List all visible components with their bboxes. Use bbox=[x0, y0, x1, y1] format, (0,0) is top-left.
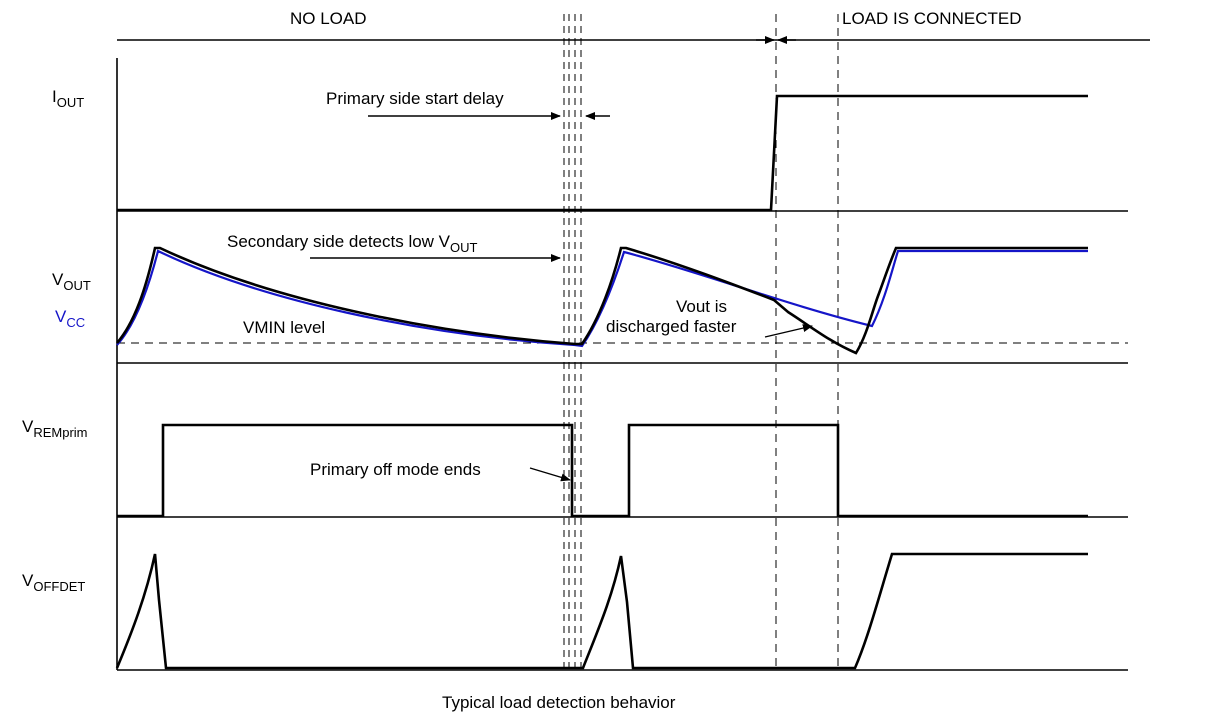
voffdet-lane bbox=[115, 552, 1088, 670]
signal-labels: IOUT VOUT VCC VREMprim VOFFDET bbox=[22, 87, 91, 594]
diagram-caption: Typical load detection behavior bbox=[442, 693, 676, 712]
vout-waveform bbox=[116, 246, 1088, 355]
annotation-discharged-faster: discharged faster bbox=[606, 317, 737, 336]
iout-waveform bbox=[117, 94, 1088, 212]
vremprim-lane: Primary off mode ends bbox=[117, 423, 1088, 518]
annotation-vmin-level: VMIN level bbox=[243, 318, 325, 337]
primary-off-ends-arrow bbox=[529, 467, 571, 482]
annotation-secondary-detects: Secondary side detects low VOUT bbox=[227, 232, 478, 255]
phase-label-load-connected: LOAD IS CONNECTED bbox=[842, 9, 1021, 28]
annotation-primary-off-ends: Primary off mode ends bbox=[310, 460, 481, 479]
label-voffdet: VOFFDET bbox=[22, 571, 85, 594]
vout-lane: VMIN level Secondary side detects low VO… bbox=[116, 232, 1128, 355]
vremprim-waveform bbox=[117, 423, 1088, 518]
annotation-vout-is: Vout is bbox=[676, 297, 727, 316]
discharged-faster-arrow bbox=[764, 324, 813, 338]
label-vremprim: VREMprim bbox=[22, 417, 88, 440]
phase-label-no-load: NO LOAD bbox=[290, 9, 367, 28]
label-vcc: VCC bbox=[55, 307, 85, 330]
iout-lane: Primary side start delay bbox=[117, 89, 1088, 212]
voffdet-waveform bbox=[115, 552, 1088, 670]
annotation-primary-start-delay: Primary side start delay bbox=[326, 89, 504, 108]
phase-timeline: NO LOAD LOAD IS CONNECTED bbox=[117, 9, 1150, 44]
label-iout: IOUT bbox=[52, 87, 84, 110]
axes bbox=[116, 58, 1128, 671]
label-vout: VOUT bbox=[52, 270, 91, 293]
